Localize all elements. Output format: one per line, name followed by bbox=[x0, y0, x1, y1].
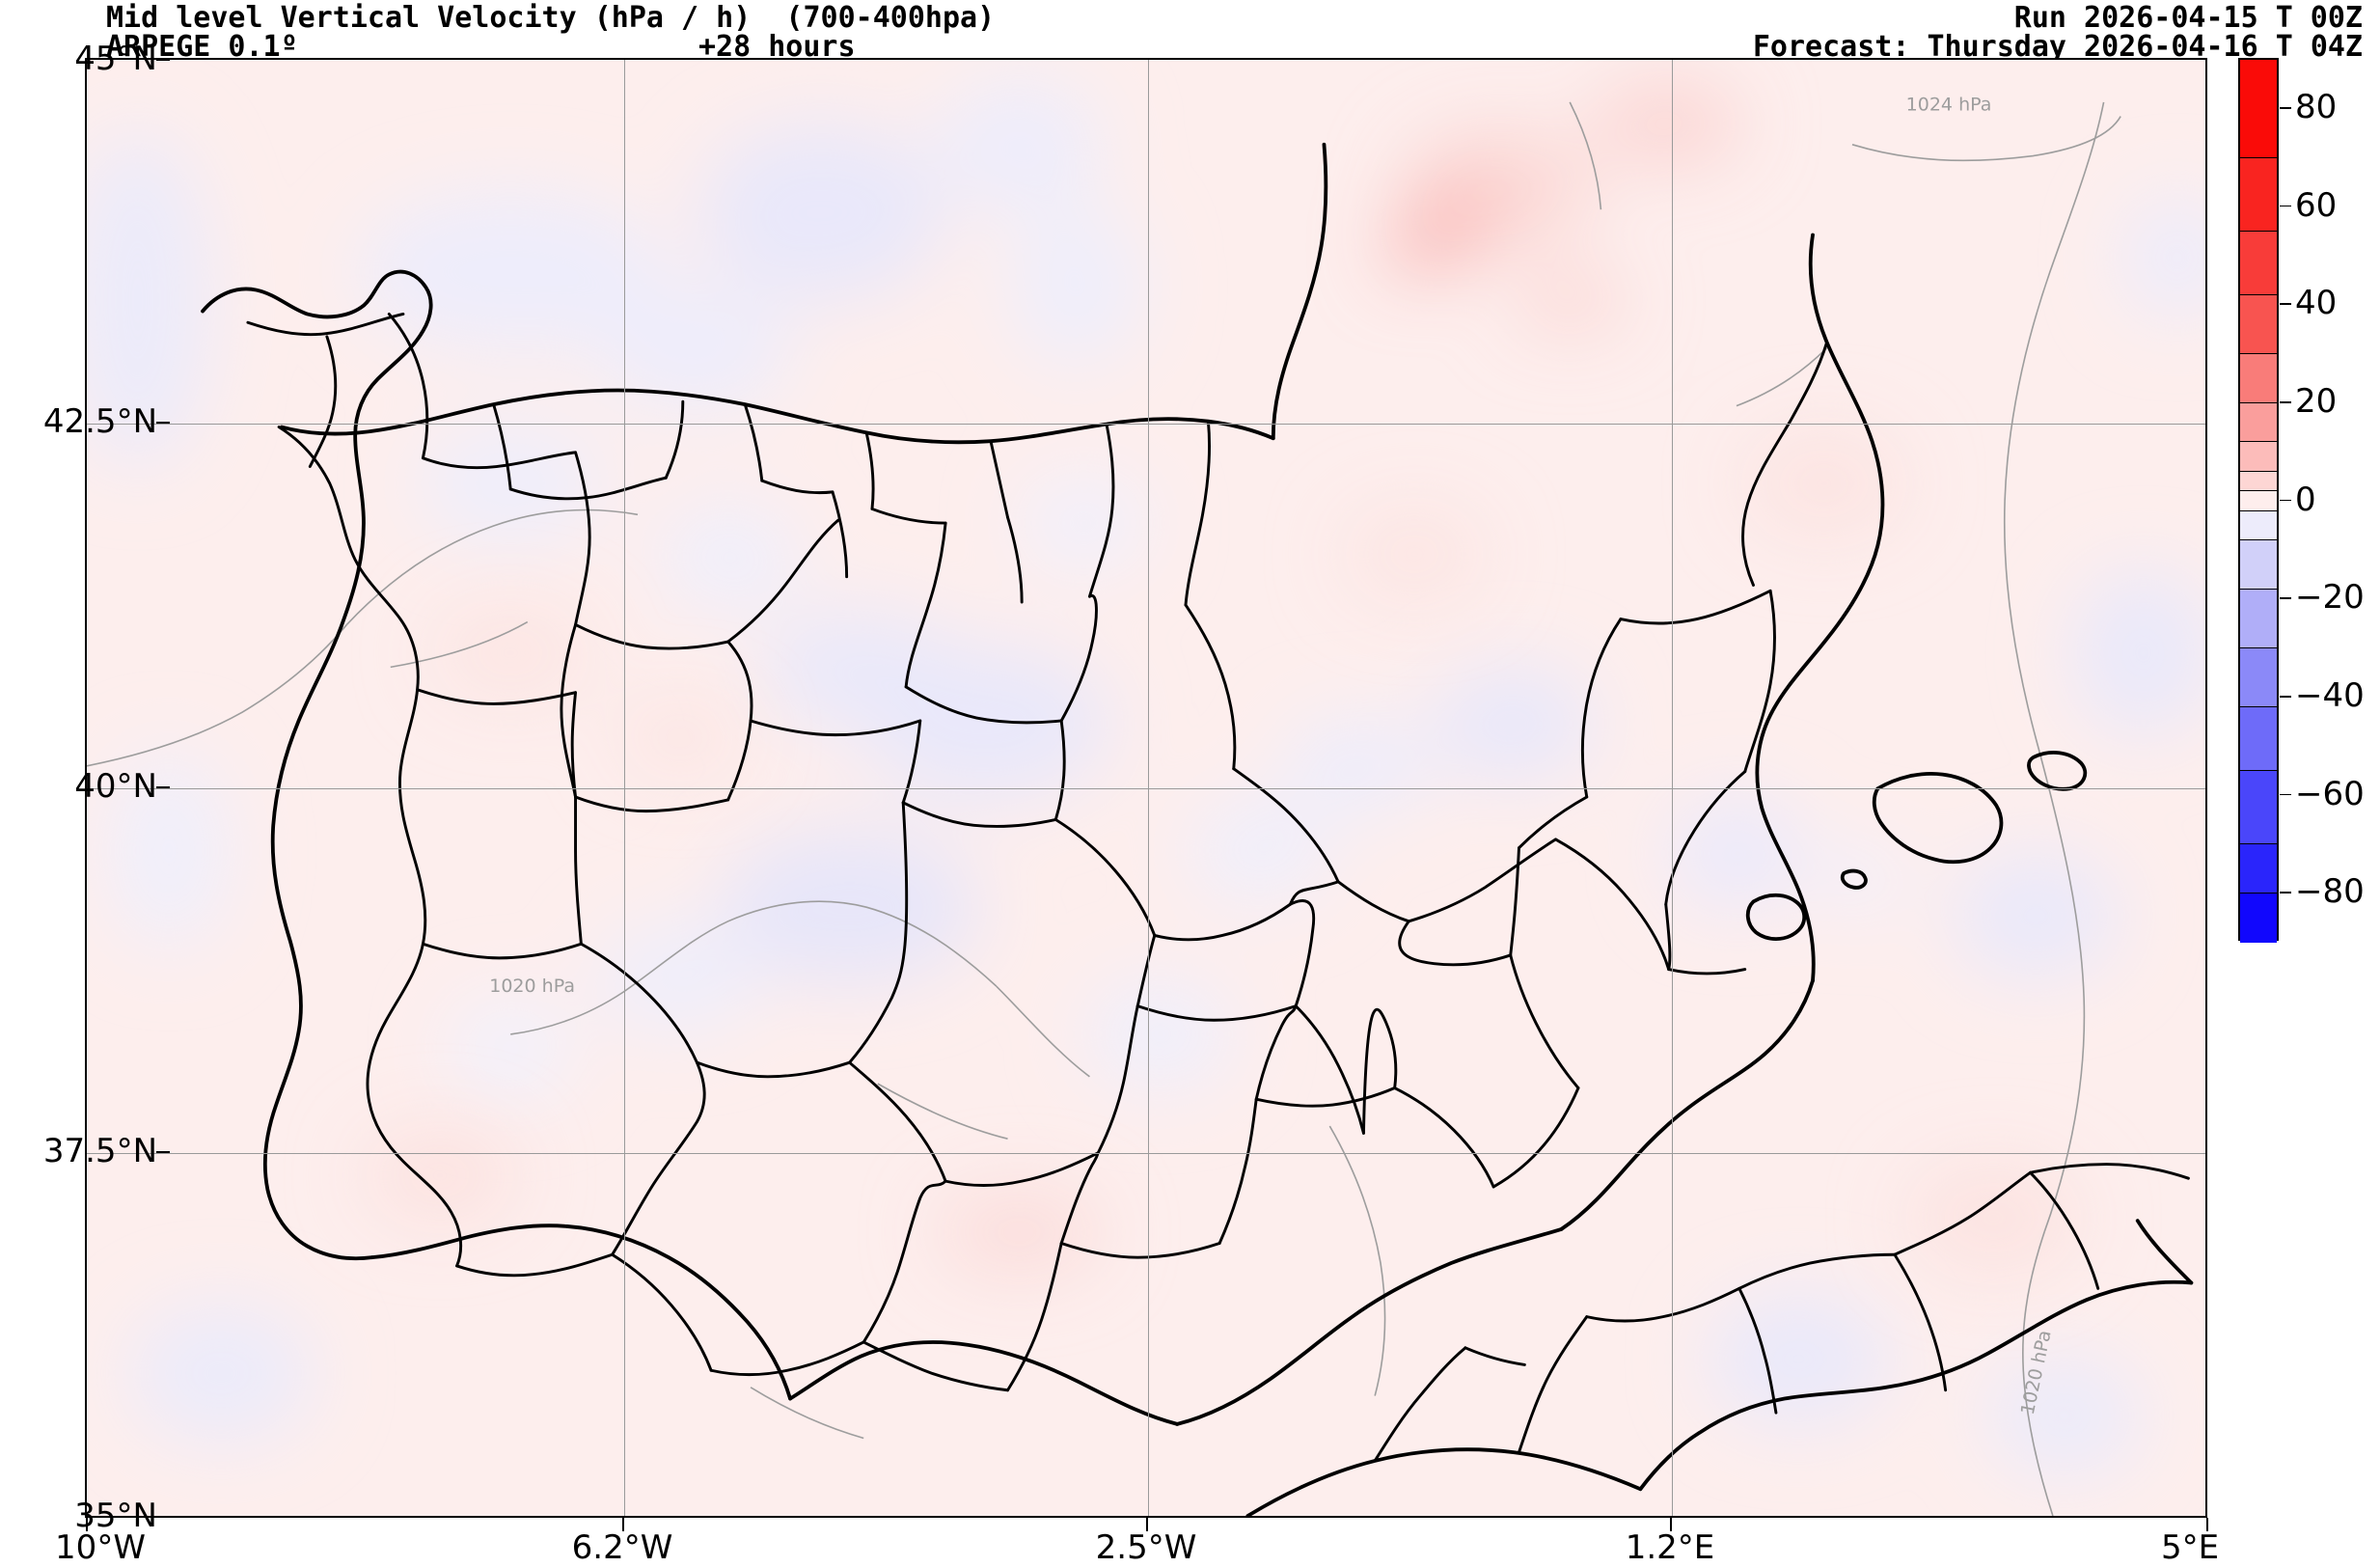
colorbar-band-14 bbox=[2240, 771, 2277, 845]
map-svg: 1024 hPa 1020 hPa 1020 hPa bbox=[87, 60, 2205, 1516]
colorbar-tick--60 bbox=[2280, 793, 2291, 796]
y-tick-35 bbox=[156, 1516, 170, 1518]
y-label-45: 45°N bbox=[74, 40, 157, 78]
graticule-lon-2.5W bbox=[1148, 60, 1149, 1516]
isobar-label-1020a: 1020 hPa bbox=[489, 976, 575, 997]
colorbar-band-1 bbox=[2240, 157, 2277, 232]
x-tick-5E bbox=[2206, 1518, 2208, 1531]
chart-title: Mid level Vertical Velocity (hPa / h) (7… bbox=[106, 1, 996, 35]
header: Mid level Vertical Velocity (hPa / h) (7… bbox=[0, 0, 2380, 62]
y-label-35: 35°N bbox=[74, 1497, 157, 1535]
x-label-1.2E: 1.2°E bbox=[1625, 1528, 1715, 1567]
colorbar-label-0: 0 bbox=[2295, 480, 2316, 519]
isobar-label-1024: 1024 hPa bbox=[1906, 95, 1992, 116]
x-label-2.5W: 2.5°W bbox=[1095, 1528, 1197, 1567]
colorbar-tick--40 bbox=[2280, 695, 2291, 698]
isobar-contours bbox=[87, 101, 2121, 1516]
colorbar-band-6 bbox=[2240, 442, 2277, 472]
colorbar-band-10 bbox=[2240, 540, 2277, 590]
colorbar-label--40: −40 bbox=[2295, 675, 2365, 715]
run-time-label: Run 2026-04-15 T 00Z bbox=[2013, 1, 2363, 35]
header-line-1: Mid level Vertical Velocity (hPa / h) (7… bbox=[0, 4, 2380, 33]
colorbar-band-3 bbox=[2240, 294, 2277, 354]
model-label: ARPEGE 0.1º bbox=[106, 30, 298, 64]
colorbar-band-12 bbox=[2240, 647, 2277, 707]
colorbar-band-7 bbox=[2240, 471, 2277, 492]
colorbar-band-0 bbox=[2240, 60, 2277, 158]
colorbar-band-15 bbox=[2240, 844, 2277, 894]
colorbar[interactable] bbox=[2238, 58, 2279, 943]
colorbar-tick--20 bbox=[2280, 597, 2291, 599]
y-tick-45 bbox=[156, 59, 170, 61]
x-tick-2.5W bbox=[1146, 1518, 1148, 1531]
coastlines bbox=[201, 142, 2194, 1516]
graticule-lat-37.5 bbox=[87, 1153, 2205, 1154]
colorbar-label--80: −80 bbox=[2295, 872, 2365, 912]
field-positive-blobs bbox=[363, 80, 2082, 1275]
y-label-42.5: 42.5°N bbox=[42, 402, 157, 441]
colorbar-band-9 bbox=[2240, 510, 2277, 541]
map-canvas: 1024 hPa 1020 hPa 1020 hPa bbox=[87, 60, 2205, 1516]
colorbar-label--20: −20 bbox=[2295, 578, 2365, 618]
map-plot-area[interactable]: 1024 hPa 1020 hPa 1020 hPa bbox=[85, 58, 2207, 1518]
graticule-lon-1.2E bbox=[1672, 60, 1673, 1516]
colorbar-tick-20 bbox=[2280, 400, 2291, 403]
colorbar-label--60: −60 bbox=[2295, 774, 2365, 813]
y-tick-37.5 bbox=[156, 1151, 170, 1153]
colorbar-label-80: 80 bbox=[2295, 87, 2338, 126]
colorbar-tick-40 bbox=[2280, 303, 2291, 305]
x-tick-1.2E bbox=[1670, 1518, 1672, 1531]
y-tick-40 bbox=[156, 786, 170, 788]
x-label-10W: 10°W bbox=[55, 1528, 146, 1567]
y-tick-42.5 bbox=[156, 422, 170, 424]
colorbar-band-16 bbox=[2240, 893, 2277, 943]
colorbar-band-2 bbox=[2240, 231, 2277, 295]
colorbar-tick--80 bbox=[2280, 892, 2291, 893]
colorbar-band-11 bbox=[2240, 589, 2277, 648]
colorbar-label-40: 40 bbox=[2295, 284, 2338, 323]
colorbar-band-13 bbox=[2240, 706, 2277, 772]
y-label-40: 40°N bbox=[74, 767, 157, 806]
colorbar-tick-0 bbox=[2280, 499, 2291, 502]
x-label-6.2W: 6.2°W bbox=[571, 1528, 673, 1567]
colorbar-band-5 bbox=[2240, 402, 2277, 443]
graticule-lat-40 bbox=[87, 788, 2205, 789]
x-tick-6.2W bbox=[622, 1518, 624, 1531]
graticule-lat-42.5 bbox=[87, 424, 2205, 425]
colorbar-tick-80 bbox=[2280, 106, 2291, 109]
colorbar-band-4 bbox=[2240, 353, 2277, 403]
colorbar-tick-60 bbox=[2280, 205, 2291, 207]
graticule-lon-6.2W bbox=[624, 60, 625, 1516]
x-tick-10W bbox=[86, 1518, 88, 1531]
x-label-5E: 5°E bbox=[2160, 1528, 2220, 1567]
lead-time-label: +28 hours bbox=[698, 30, 856, 64]
colorbar-band-8 bbox=[2240, 491, 2277, 511]
admin-boundaries bbox=[246, 312, 2190, 1463]
y-label-37.5: 37.5°N bbox=[42, 1132, 157, 1170]
colorbar-label-60: 60 bbox=[2295, 185, 2338, 225]
field-negative-blobs bbox=[87, 76, 2205, 1478]
header-line-2: ARPEGE 0.1º +28 hours Forecast: Thursday… bbox=[0, 33, 2380, 62]
colorbar-label-20: 20 bbox=[2295, 381, 2338, 421]
forecast-valid-label: Forecast: Thursday 2026-04-16 T 04Z bbox=[1752, 30, 2363, 64]
